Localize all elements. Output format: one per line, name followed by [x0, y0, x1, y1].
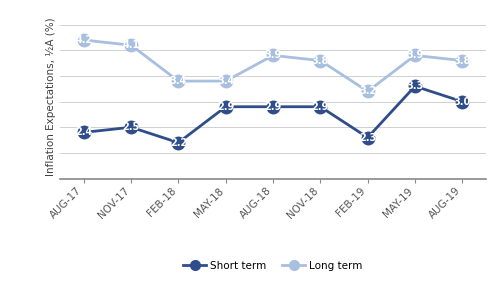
Long term — [365, 90, 371, 93]
Long term — [317, 59, 323, 62]
Line: Long term: Long term — [77, 33, 469, 98]
Text: 3.4: 3.4 — [217, 76, 234, 86]
Text: 2.3: 2.3 — [359, 132, 376, 143]
Text: 2.5: 2.5 — [122, 122, 140, 132]
Line: Short term: Short term — [77, 79, 469, 149]
Short term — [270, 105, 276, 109]
Text: 4.2: 4.2 — [75, 35, 92, 45]
Long term — [223, 79, 229, 83]
Text: 2.2: 2.2 — [170, 138, 187, 148]
Text: 3.3: 3.3 — [406, 81, 424, 91]
Legend: Short term, Long term: Short term, Long term — [179, 257, 367, 275]
Short term — [175, 141, 181, 144]
Short term — [223, 105, 229, 109]
Text: 2.9: 2.9 — [265, 102, 282, 112]
Text: 2.4: 2.4 — [75, 127, 92, 137]
Text: 3.2: 3.2 — [359, 86, 376, 96]
Short term — [81, 131, 87, 134]
Text: 3.8: 3.8 — [312, 56, 329, 66]
Long term — [270, 54, 276, 57]
Short term — [128, 126, 134, 129]
Short term — [317, 105, 323, 109]
Short term — [365, 136, 371, 139]
Text: 3.9: 3.9 — [265, 50, 282, 60]
Text: 3.4: 3.4 — [170, 76, 187, 86]
Text: 3.9: 3.9 — [406, 50, 424, 60]
Long term — [412, 54, 418, 57]
Text: 3.0: 3.0 — [454, 96, 471, 107]
Text: 2.9: 2.9 — [312, 102, 329, 112]
Long term — [81, 38, 87, 42]
Long term — [175, 79, 181, 83]
Short term — [459, 100, 465, 103]
Text: 3.8: 3.8 — [453, 56, 471, 66]
Long term — [128, 43, 134, 47]
Long term — [459, 59, 465, 62]
Text: 4.1: 4.1 — [122, 40, 140, 50]
Short term — [412, 84, 418, 88]
Text: 2.9: 2.9 — [217, 102, 234, 112]
Y-axis label: Inflation Expectations, ½A (%): Inflation Expectations, ½A (%) — [46, 17, 56, 176]
